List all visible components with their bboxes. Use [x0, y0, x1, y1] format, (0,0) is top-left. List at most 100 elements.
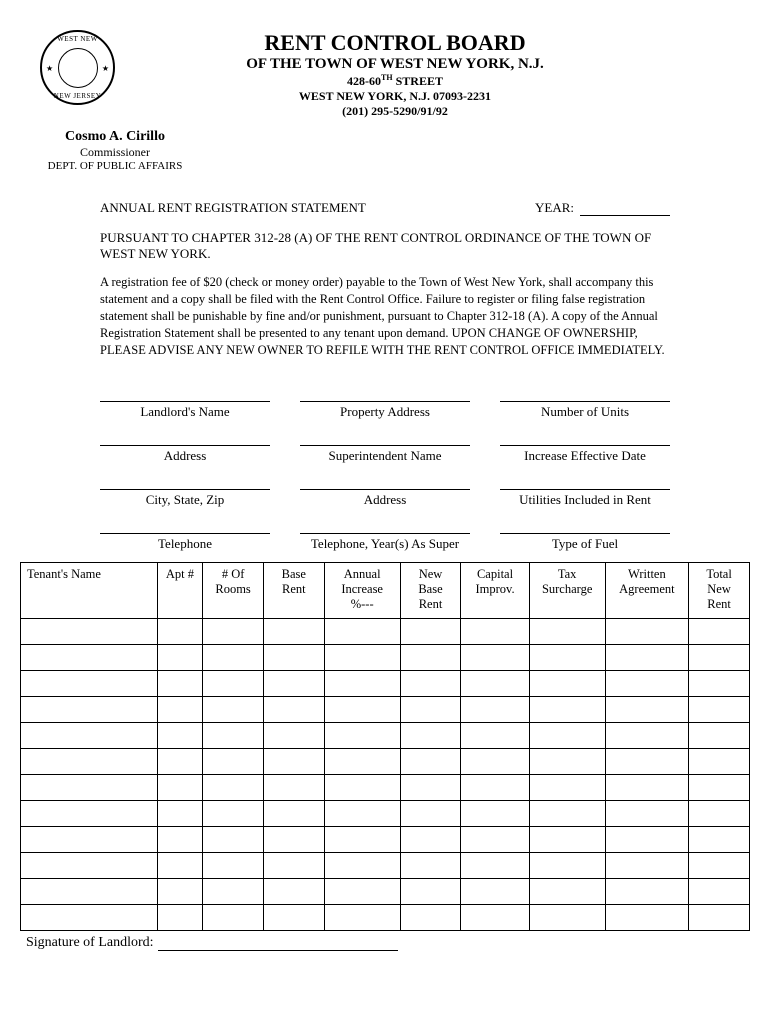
- table-cell[interactable]: [689, 697, 750, 723]
- field-input-line[interactable]: [100, 382, 270, 402]
- table-cell[interactable]: [203, 749, 264, 775]
- table-cell[interactable]: [203, 905, 264, 931]
- table-cell[interactable]: [263, 801, 324, 827]
- table-cell[interactable]: [324, 749, 400, 775]
- table-cell[interactable]: [203, 619, 264, 645]
- table-cell[interactable]: [324, 645, 400, 671]
- table-cell[interactable]: [605, 645, 689, 671]
- table-cell[interactable]: [324, 775, 400, 801]
- table-cell[interactable]: [400, 775, 461, 801]
- table-cell[interactable]: [324, 827, 400, 853]
- table-cell[interactable]: [689, 827, 750, 853]
- field-input-line[interactable]: [300, 470, 470, 490]
- table-cell[interactable]: [529, 879, 605, 905]
- table-cell[interactable]: [400, 749, 461, 775]
- table-cell[interactable]: [263, 749, 324, 775]
- table-cell[interactable]: [21, 749, 158, 775]
- table-cell[interactable]: [689, 723, 750, 749]
- table-cell[interactable]: [689, 619, 750, 645]
- table-cell[interactable]: [263, 723, 324, 749]
- table-cell[interactable]: [157, 827, 203, 853]
- table-cell[interactable]: [203, 827, 264, 853]
- table-cell[interactable]: [263, 645, 324, 671]
- table-cell[interactable]: [529, 853, 605, 879]
- table-cell[interactable]: [400, 905, 461, 931]
- table-cell[interactable]: [400, 879, 461, 905]
- table-cell[interactable]: [529, 775, 605, 801]
- table-cell[interactable]: [157, 853, 203, 879]
- table-cell[interactable]: [203, 853, 264, 879]
- table-cell[interactable]: [529, 645, 605, 671]
- table-cell[interactable]: [529, 671, 605, 697]
- field-input-line[interactable]: [500, 514, 670, 534]
- table-cell[interactable]: [324, 801, 400, 827]
- table-cell[interactable]: [605, 671, 689, 697]
- table-cell[interactable]: [605, 749, 689, 775]
- table-cell[interactable]: [203, 697, 264, 723]
- table-cell[interactable]: [529, 801, 605, 827]
- table-cell[interactable]: [157, 723, 203, 749]
- table-cell[interactable]: [263, 775, 324, 801]
- table-cell[interactable]: [203, 671, 264, 697]
- table-cell[interactable]: [461, 619, 529, 645]
- table-cell[interactable]: [400, 723, 461, 749]
- table-cell[interactable]: [21, 801, 158, 827]
- field-input-line[interactable]: [100, 426, 270, 446]
- table-cell[interactable]: [605, 723, 689, 749]
- table-cell[interactable]: [400, 619, 461, 645]
- table-cell[interactable]: [605, 775, 689, 801]
- table-cell[interactable]: [461, 775, 529, 801]
- table-cell[interactable]: [529, 697, 605, 723]
- table-cell[interactable]: [605, 853, 689, 879]
- table-cell[interactable]: [324, 879, 400, 905]
- table-cell[interactable]: [689, 853, 750, 879]
- table-cell[interactable]: [21, 619, 158, 645]
- table-cell[interactable]: [605, 619, 689, 645]
- table-cell[interactable]: [263, 697, 324, 723]
- table-cell[interactable]: [21, 905, 158, 931]
- table-cell[interactable]: [400, 645, 461, 671]
- table-cell[interactable]: [324, 905, 400, 931]
- table-cell[interactable]: [263, 879, 324, 905]
- table-cell[interactable]: [605, 905, 689, 931]
- table-cell[interactable]: [461, 801, 529, 827]
- table-cell[interactable]: [324, 697, 400, 723]
- table-cell[interactable]: [461, 645, 529, 671]
- table-cell[interactable]: [157, 775, 203, 801]
- table-cell[interactable]: [324, 671, 400, 697]
- table-cell[interactable]: [21, 879, 158, 905]
- table-cell[interactable]: [21, 853, 158, 879]
- table-cell[interactable]: [203, 879, 264, 905]
- table-cell[interactable]: [21, 775, 158, 801]
- table-cell[interactable]: [689, 749, 750, 775]
- table-cell[interactable]: [689, 905, 750, 931]
- table-cell[interactable]: [529, 827, 605, 853]
- table-cell[interactable]: [461, 671, 529, 697]
- table-cell[interactable]: [605, 827, 689, 853]
- table-cell[interactable]: [400, 697, 461, 723]
- table-cell[interactable]: [400, 801, 461, 827]
- field-input-line[interactable]: [500, 470, 670, 490]
- table-cell[interactable]: [461, 879, 529, 905]
- table-cell[interactable]: [203, 645, 264, 671]
- field-input-line[interactable]: [300, 514, 470, 534]
- table-cell[interactable]: [324, 619, 400, 645]
- table-cell[interactable]: [529, 619, 605, 645]
- table-cell[interactable]: [263, 905, 324, 931]
- table-cell[interactable]: [21, 697, 158, 723]
- table-cell[interactable]: [529, 723, 605, 749]
- table-cell[interactable]: [21, 671, 158, 697]
- table-cell[interactable]: [689, 801, 750, 827]
- field-input-line[interactable]: [500, 382, 670, 402]
- table-cell[interactable]: [605, 697, 689, 723]
- table-cell[interactable]: [157, 697, 203, 723]
- table-cell[interactable]: [203, 775, 264, 801]
- table-cell[interactable]: [689, 879, 750, 905]
- table-cell[interactable]: [461, 697, 529, 723]
- table-cell[interactable]: [263, 671, 324, 697]
- table-cell[interactable]: [529, 905, 605, 931]
- table-cell[interactable]: [529, 749, 605, 775]
- table-cell[interactable]: [324, 723, 400, 749]
- table-cell[interactable]: [689, 645, 750, 671]
- table-cell[interactable]: [21, 827, 158, 853]
